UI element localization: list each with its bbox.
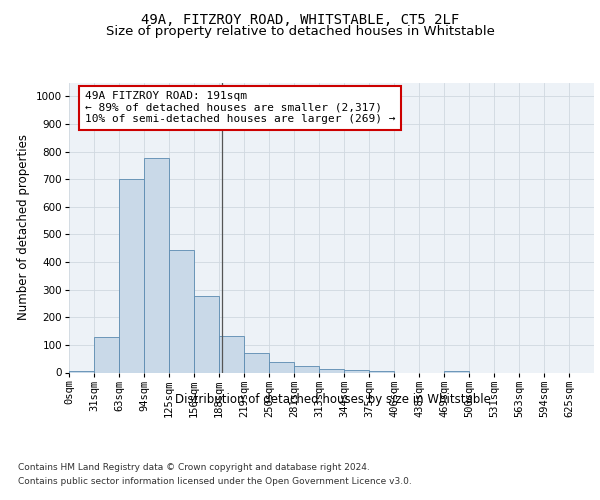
Bar [319,369,344,372]
Y-axis label: Number of detached properties: Number of detached properties [17,134,31,320]
Bar [444,371,469,372]
Bar [294,366,319,372]
Bar [344,370,369,372]
Bar [94,338,119,372]
Bar [69,371,94,372]
Text: Contains HM Land Registry data © Crown copyright and database right 2024.: Contains HM Land Registry data © Crown c… [18,464,370,472]
Bar [169,250,194,372]
Bar [369,371,394,372]
Text: Distribution of detached houses by size in Whitstable: Distribution of detached houses by size … [175,392,491,406]
Bar [219,336,244,372]
Bar [269,362,294,372]
Bar [119,179,144,372]
Text: 49A, FITZROY ROAD, WHITSTABLE, CT5 2LF: 49A, FITZROY ROAD, WHITSTABLE, CT5 2LF [141,12,459,26]
Bar [244,353,269,372]
Text: Size of property relative to detached houses in Whitstable: Size of property relative to detached ho… [106,25,494,38]
Bar [194,296,219,372]
Text: 49A FITZROY ROAD: 191sqm
← 89% of detached houses are smaller (2,317)
10% of sem: 49A FITZROY ROAD: 191sqm ← 89% of detach… [85,91,395,124]
Bar [144,158,169,372]
Text: Contains public sector information licensed under the Open Government Licence v3: Contains public sector information licen… [18,477,412,486]
